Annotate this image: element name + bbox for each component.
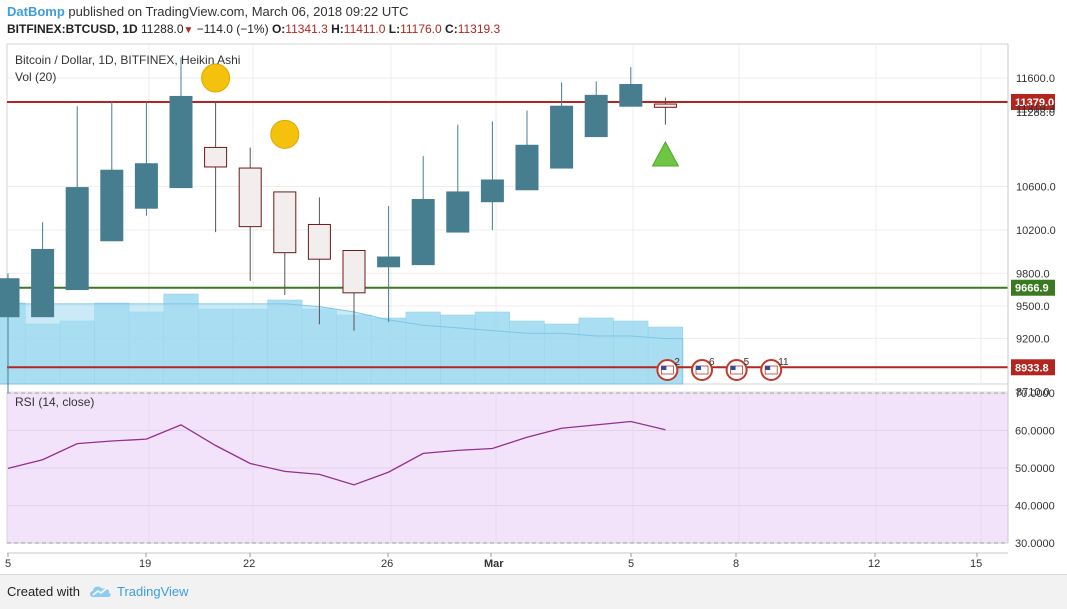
candle-body <box>273 191 297 254</box>
candle-body <box>584 94 608 138</box>
price-axis-label: 10200.0 <box>1016 225 1056 237</box>
rsi-axis-label: 30.0000 <box>1015 538 1055 550</box>
flag-canton <box>765 366 771 370</box>
chart-canvas[interactable]: 2 6 5 11 11379.09666.98933.811600.011319.31… <box>0 0 1067 574</box>
flag-canton <box>661 366 667 370</box>
level-tag-label: 11379.0 <box>1015 97 1054 109</box>
open-value: 11341.3 <box>285 22 328 36</box>
open-label: O: <box>271 22 286 36</box>
author-name[interactable]: DatBomp <box>7 4 65 19</box>
price-axis-label: 11319.3 <box>1016 103 1055 115</box>
candle-body <box>515 144 539 191</box>
symbol-label: BITFINEX:BTCUSD, 1D <box>7 22 138 36</box>
candle-body <box>550 105 574 169</box>
time-axis-label: 26 <box>381 558 393 570</box>
rsi-axis-label: 60.0000 <box>1015 426 1055 438</box>
level-tag <box>1011 93 1055 110</box>
last-price: 11288.0 <box>141 22 184 36</box>
candle-body <box>238 167 262 228</box>
price-axis-label: 8710.0 <box>1016 387 1050 399</box>
price-axis-label: 10600.0 <box>1016 182 1056 194</box>
price-axis-label: 11600.0 <box>1016 73 1055 85</box>
price-axis-label: 9200.0 <box>1016 333 1050 345</box>
level-tag <box>1011 279 1055 296</box>
rsi-axis-label: 40.0000 <box>1015 501 1055 513</box>
time-axis-label: 5 <box>5 558 11 570</box>
time-axis-label: 15 <box>970 558 982 570</box>
time-axis-label: 19 <box>139 558 151 570</box>
candle-body <box>169 95 193 189</box>
time-axis-label: Mar <box>484 558 504 570</box>
high-label: H: <box>331 22 344 36</box>
footer-bar: Created with TradingView <box>0 574 1067 609</box>
close-value: 11319.3 <box>457 22 501 36</box>
close-label: C: <box>445 22 458 36</box>
event-badge-count: 11 <box>778 357 789 368</box>
green-up-arrow-marker <box>651 140 680 167</box>
down-triangle-icon: ▼ <box>183 25 194 36</box>
candle-body <box>65 187 89 291</box>
price-pane-legend[interactable]: Bitcoin / Dollar, 1D, BITFINEX, Heikin A… <box>15 53 241 67</box>
price-axis-label: 9500.0 <box>1016 301 1050 313</box>
rsi-layer <box>7 420 666 486</box>
price-change: −114.0 (−1%) <box>196 22 269 36</box>
publish-header: DatBomp published on TradingView.com, Ma… <box>7 3 409 21</box>
symbol-header: BITFINEX:BTCUSD, 1D 11288.0▼ −114.0 (−1%… <box>7 21 500 38</box>
time-axis-label: 8 <box>733 558 739 570</box>
candle-body <box>653 103 677 108</box>
tradingview-cloud-icon[interactable] <box>88 582 112 600</box>
candle-body <box>480 179 504 203</box>
level-tag-label: 8933.8 <box>1015 362 1049 374</box>
candle-body <box>31 248 55 318</box>
chart-grid <box>6 43 1009 544</box>
candle-body <box>377 256 401 268</box>
event-badge-count: 2 <box>674 357 680 368</box>
candle-body <box>134 163 158 209</box>
yellow-circle-marker <box>201 63 231 93</box>
price-axis-label: 9800.0 <box>1016 268 1050 280</box>
high-value: 11411.0 <box>343 22 386 36</box>
candle-body <box>411 199 435 266</box>
low-value: 11176.0 <box>400 22 442 36</box>
time-axis[interactable]: 5 19 22 26 Mar 5 8 12 15 <box>5 552 1008 570</box>
level-tag-label: 9666.9 <box>1015 283 1049 295</box>
level-tag <box>1011 359 1055 376</box>
flag-canton <box>696 366 701 370</box>
event-badge-count: 5 <box>744 357 750 368</box>
tradingview-link[interactable]: TradingView <box>117 584 189 599</box>
rsi-legend[interactable]: RSI (14, close) <box>15 395 95 409</box>
flag-canton <box>730 366 736 370</box>
yellow-circle-marker <box>270 119 300 149</box>
rsi-line <box>7 420 666 486</box>
candle-body <box>0 278 20 318</box>
candle-body <box>619 84 643 107</box>
candle-body <box>204 146 228 168</box>
price-axis[interactable]: 11379.0 9666.9 8933.8 11600.0 11319.311288.0… <box>1007 44 1056 550</box>
low-label: L: <box>388 22 401 36</box>
markers-layer: 2 6 5 11 <box>201 63 789 381</box>
rsi-axis-label: 70.0000 <box>1015 388 1055 400</box>
candle-body <box>342 250 366 294</box>
price-axis-label: 11288.0 <box>1016 107 1055 119</box>
event-badge-count: 6 <box>709 357 715 368</box>
time-axis-label: 5 <box>628 558 634 570</box>
candle-body <box>446 191 470 233</box>
rsi-axis-label: 50.0000 <box>1015 463 1055 475</box>
volume-layer <box>0 293 684 385</box>
time-axis-label: 22 <box>243 558 255 570</box>
volume-legend[interactable]: Vol (20) <box>15 70 57 84</box>
candle-body <box>100 169 124 242</box>
time-axis-label: 12 <box>868 558 880 570</box>
candles-layer <box>0 57 677 393</box>
candle-body <box>307 223 331 260</box>
created-with-text: Created with <box>7 584 80 599</box>
published-text: published on TradingView.com, March 06, … <box>68 4 409 19</box>
